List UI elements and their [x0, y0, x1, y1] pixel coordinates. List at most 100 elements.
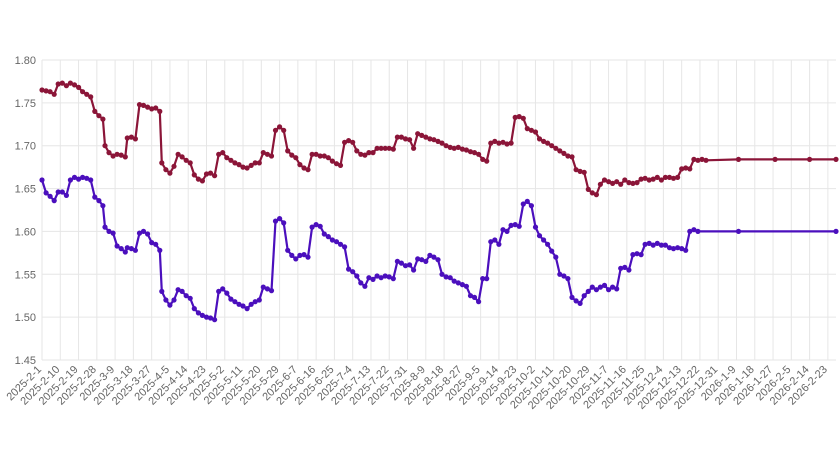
data-point	[118, 152, 124, 158]
data-point	[153, 241, 159, 247]
data-point	[634, 180, 640, 186]
data-point	[606, 179, 612, 185]
data-point	[675, 174, 681, 180]
data-point	[447, 275, 453, 281]
data-point	[691, 156, 697, 162]
y-axis: 1.45 1.50 1.55 1.60 1.65 1.70 1.75 1.80	[15, 55, 36, 367]
data-point	[415, 131, 421, 137]
data-point	[735, 228, 742, 234]
data-point	[504, 141, 510, 147]
data-point	[630, 180, 636, 186]
data-point	[63, 83, 69, 89]
data-point	[179, 288, 185, 294]
data-point	[459, 282, 465, 288]
data-point	[71, 82, 78, 88]
data-point	[366, 150, 372, 156]
data-point	[309, 224, 315, 230]
data-point	[642, 175, 648, 181]
data-point	[171, 297, 177, 303]
data-point	[553, 254, 559, 260]
data-point	[39, 177, 45, 183]
data-point	[630, 252, 636, 258]
data-point	[366, 275, 372, 281]
data-point	[228, 157, 234, 163]
data-point	[512, 222, 518, 228]
data-point	[207, 315, 214, 321]
series-line	[41, 82, 836, 196]
data-point	[132, 136, 138, 142]
data-point	[622, 264, 628, 270]
data-point	[264, 151, 270, 157]
data-point	[293, 155, 299, 161]
data-point	[463, 283, 469, 289]
data-point	[646, 240, 652, 246]
data-point	[549, 143, 555, 149]
data-point	[187, 295, 193, 301]
data-point	[386, 145, 392, 151]
data-point	[496, 140, 502, 146]
data-point	[240, 164, 246, 170]
data-point	[163, 167, 169, 173]
data-point	[423, 258, 429, 264]
data-point	[687, 166, 693, 172]
data-point	[374, 145, 380, 151]
y-tick-label: 1.80	[15, 55, 36, 67]
data-point	[153, 105, 159, 111]
data-point	[149, 240, 155, 246]
data-point	[370, 150, 376, 156]
data-point	[124, 245, 130, 251]
data-point	[614, 286, 620, 292]
data-point	[398, 134, 404, 140]
data-point	[374, 273, 380, 279]
data-point	[520, 115, 526, 121]
data-point	[650, 176, 656, 182]
data-point	[260, 284, 266, 290]
data-point	[480, 156, 486, 162]
data-point	[80, 89, 86, 95]
data-point	[329, 158, 335, 164]
data-point	[390, 276, 396, 282]
data-point	[51, 91, 57, 97]
data-point	[561, 150, 567, 156]
data-point	[679, 246, 685, 252]
data-point	[455, 280, 461, 286]
data-point	[654, 240, 660, 246]
data-point	[532, 129, 539, 135]
data-point	[614, 179, 620, 185]
data-point	[415, 256, 421, 262]
data-point	[118, 246, 124, 252]
data-point	[382, 145, 388, 151]
data-point	[92, 108, 98, 114]
data-point	[110, 153, 116, 159]
data-point	[183, 157, 189, 163]
data-point	[691, 227, 697, 233]
data-point	[695, 157, 701, 163]
data-point	[528, 203, 535, 209]
data-point	[76, 84, 82, 90]
data-point	[128, 134, 134, 140]
data-point	[216, 151, 222, 157]
data-point	[191, 306, 197, 312]
data-point	[191, 172, 197, 178]
data-point	[256, 297, 262, 303]
y-tick-label: 1.65	[15, 184, 36, 196]
x-axis: 2025-2-12025-2-102025-2-192025-2-282025-…	[4, 364, 830, 412]
data-point	[248, 301, 254, 307]
data-point	[39, 87, 45, 93]
data-point	[346, 266, 352, 272]
data-point	[268, 288, 275, 294]
data-point	[106, 150, 112, 156]
data-point	[84, 175, 90, 181]
data-point	[407, 262, 413, 268]
data-point	[662, 242, 669, 248]
data-point	[443, 274, 449, 280]
data-point	[71, 174, 78, 180]
data-point	[102, 224, 108, 230]
data-point	[670, 246, 677, 252]
data-point	[378, 145, 384, 151]
data-point	[528, 127, 535, 133]
data-point	[84, 91, 90, 97]
data-point	[654, 174, 660, 180]
data-point	[500, 139, 506, 145]
